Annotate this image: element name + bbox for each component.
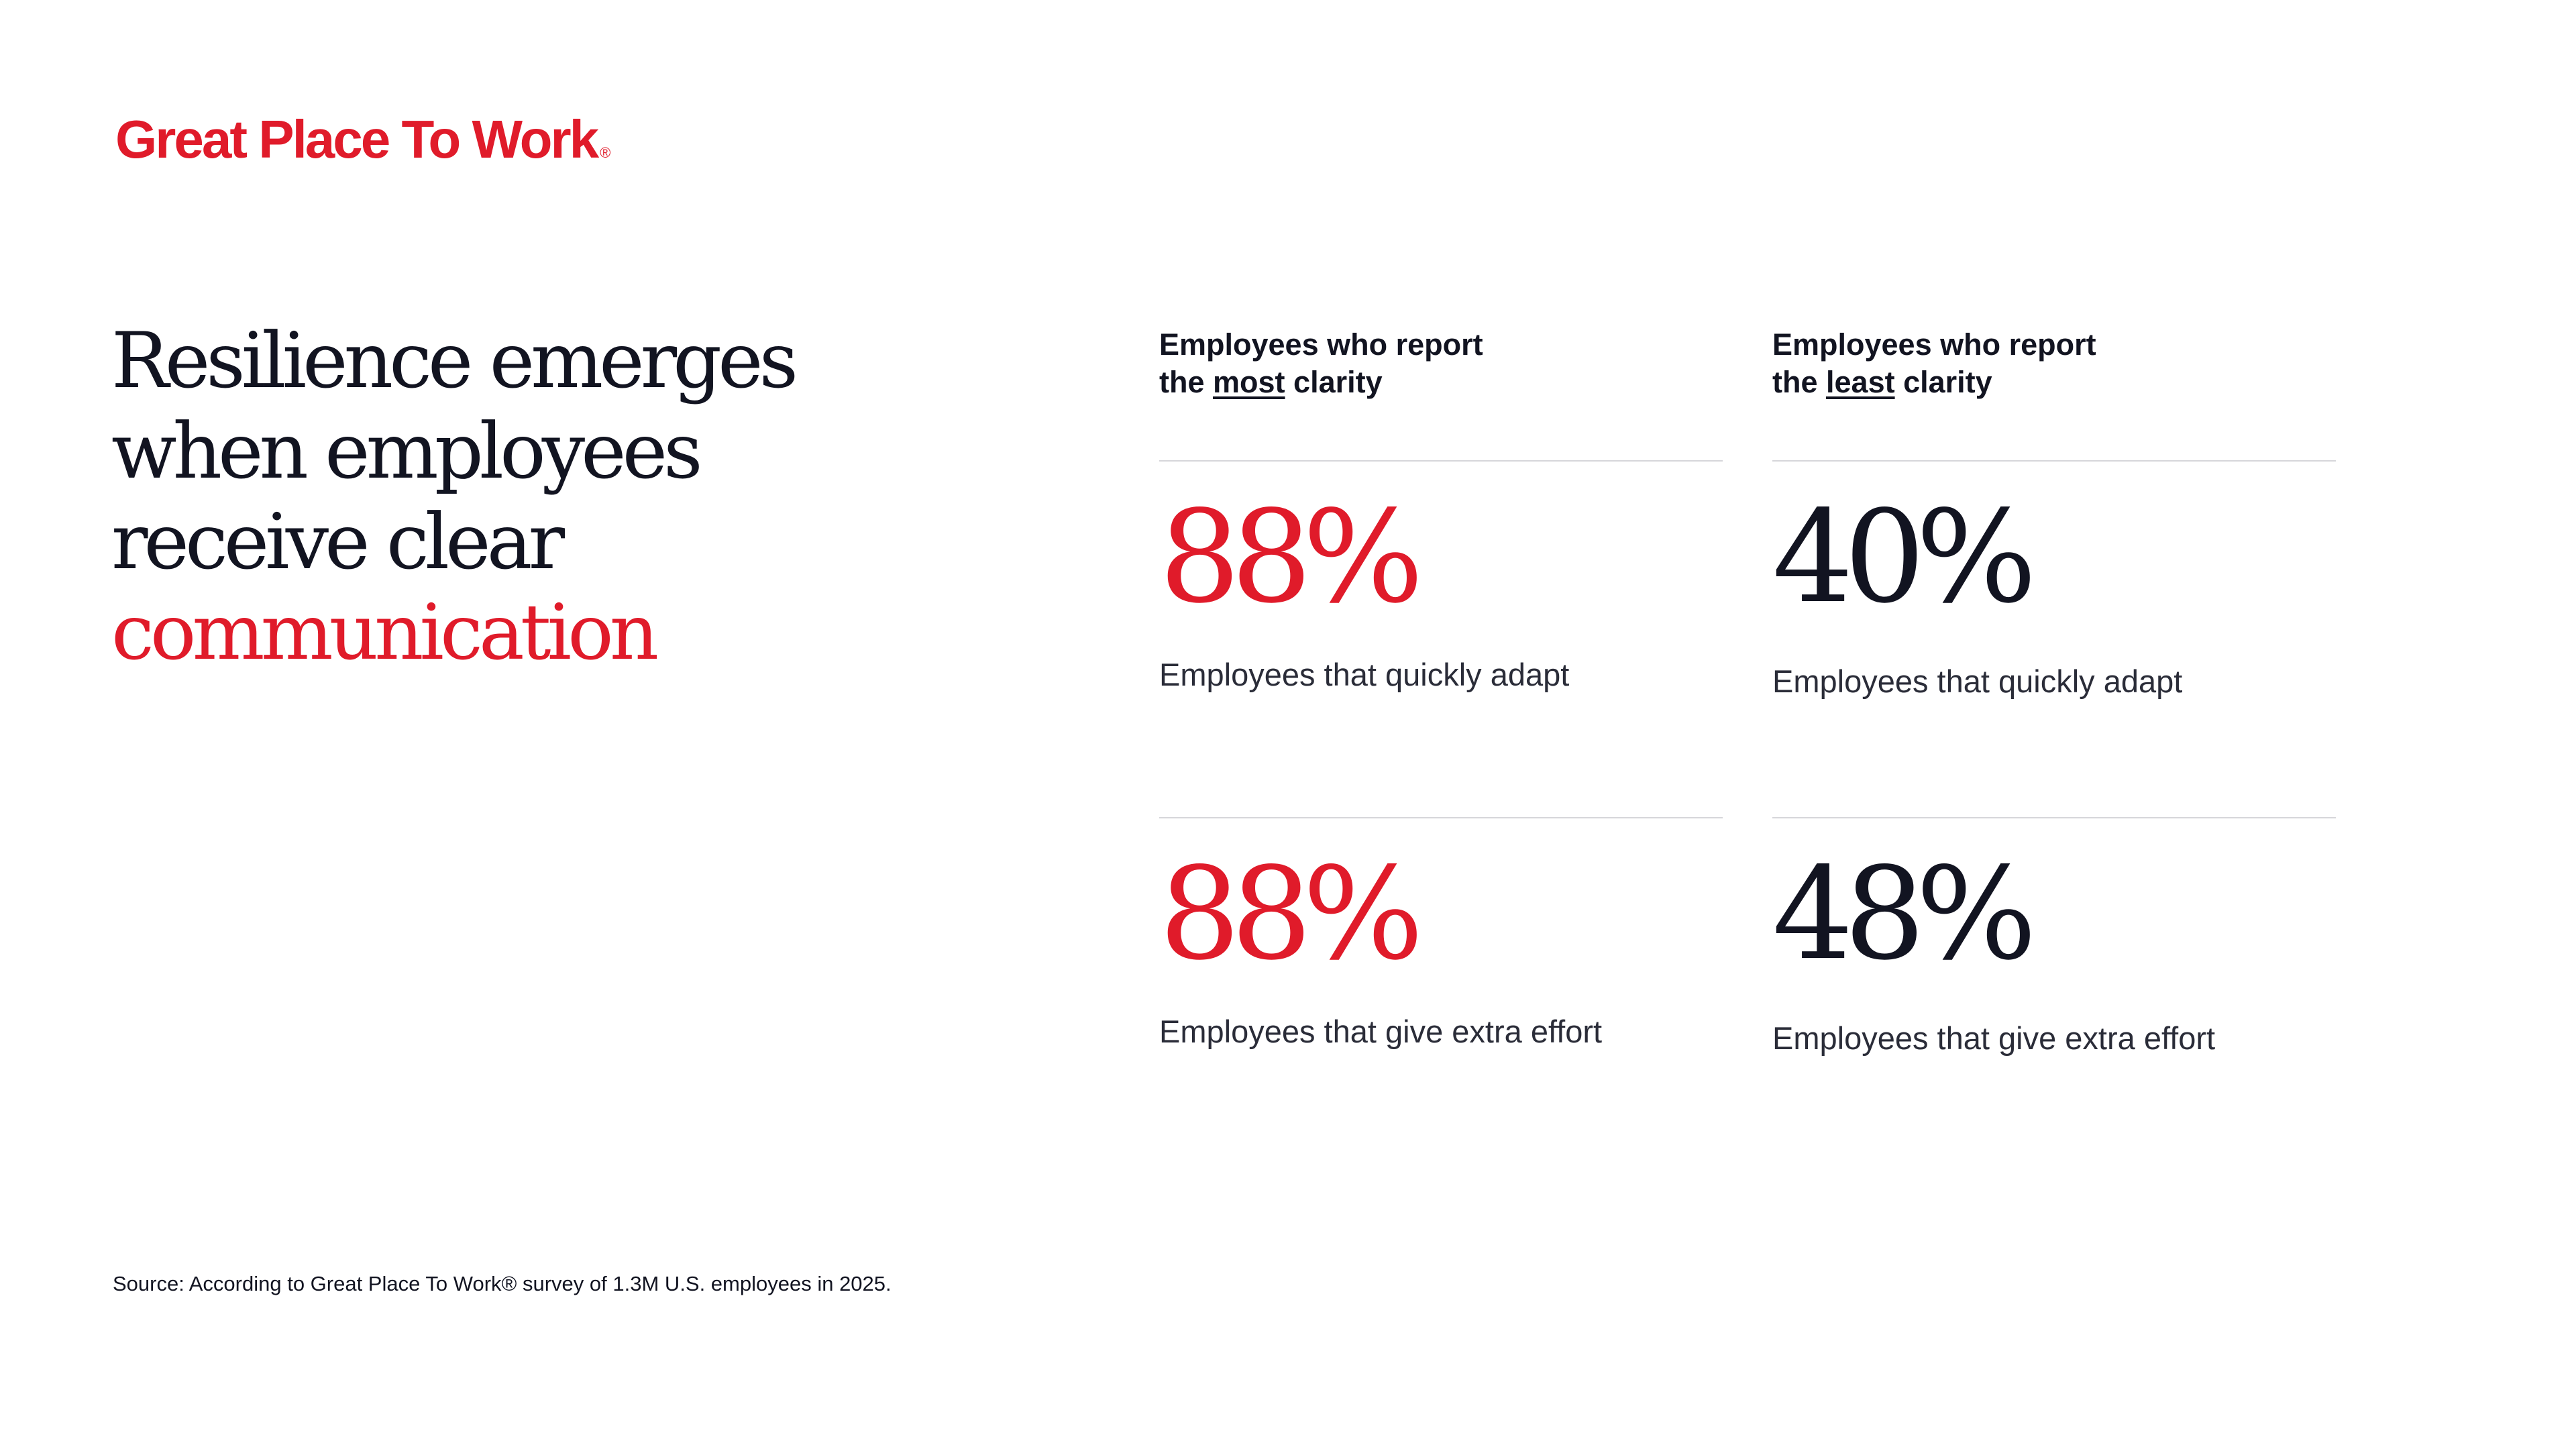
registered-mark: ® bbox=[600, 144, 611, 161]
column-header-most: Employees who report the most clarity bbox=[1159, 326, 1723, 460]
stat-block-most-effort: 88% Employees that give extra effort bbox=[1159, 817, 1723, 1174]
stat-label: Employees that quickly adapt bbox=[1772, 663, 2183, 699]
stat-block-most-adapt: 88% Employees that quickly adapt bbox=[1159, 460, 1723, 817]
headline-line-1: Resilience emerges bbox=[111, 316, 798, 405]
headline-line-3: receive clear bbox=[111, 497, 565, 586]
headline-line-4-accent: communication bbox=[111, 588, 659, 677]
column-header-prefix: Employees who report bbox=[1772, 327, 2096, 362]
column-header-suffix: clarity bbox=[1903, 365, 1992, 399]
column-header-prefix: Employees who report bbox=[1159, 327, 1483, 362]
brand-logo-text: Great Place To Work bbox=[115, 109, 599, 169]
brand-logo: Great Place To Work ® bbox=[115, 113, 610, 166]
column-header-the: the bbox=[1159, 365, 1205, 399]
stat-value: 40% bbox=[1772, 483, 2037, 631]
stat-label: Employees that give extra effort bbox=[1159, 1014, 1603, 1049]
column-header-emphasis: least bbox=[1826, 365, 1895, 399]
stat-value: 88% bbox=[1159, 840, 1424, 988]
column-header-suffix: clarity bbox=[1293, 365, 1383, 399]
stat-label: Employees that quickly adapt bbox=[1159, 657, 1570, 692]
column-header-the: the bbox=[1772, 365, 1818, 399]
source-footnote: Source: According to Great Place To Work… bbox=[113, 1272, 892, 1295]
stat-value: 88% bbox=[1159, 483, 1424, 631]
column-header-emphasis: most bbox=[1213, 365, 1285, 399]
column-header-least: Employees who report the least clarity bbox=[1772, 326, 2336, 460]
column-least-clarity: Employees who report the least clarity 4… bbox=[1772, 326, 2336, 1174]
stat-block-least-adapt: 40% Employees that quickly adapt bbox=[1772, 460, 2336, 817]
page-headline: Resilience emerges when employees receiv… bbox=[111, 315, 983, 678]
column-most-clarity: Employees who report the most clarity 88… bbox=[1159, 326, 1723, 1174]
stat-label: Employees that give extra effort bbox=[1772, 1020, 2216, 1056]
headline-line-2: when employees bbox=[111, 407, 703, 496]
stat-value: 48% bbox=[1772, 840, 2037, 988]
stat-block-least-effort: 48% Employees that give extra effort bbox=[1772, 817, 2336, 1174]
